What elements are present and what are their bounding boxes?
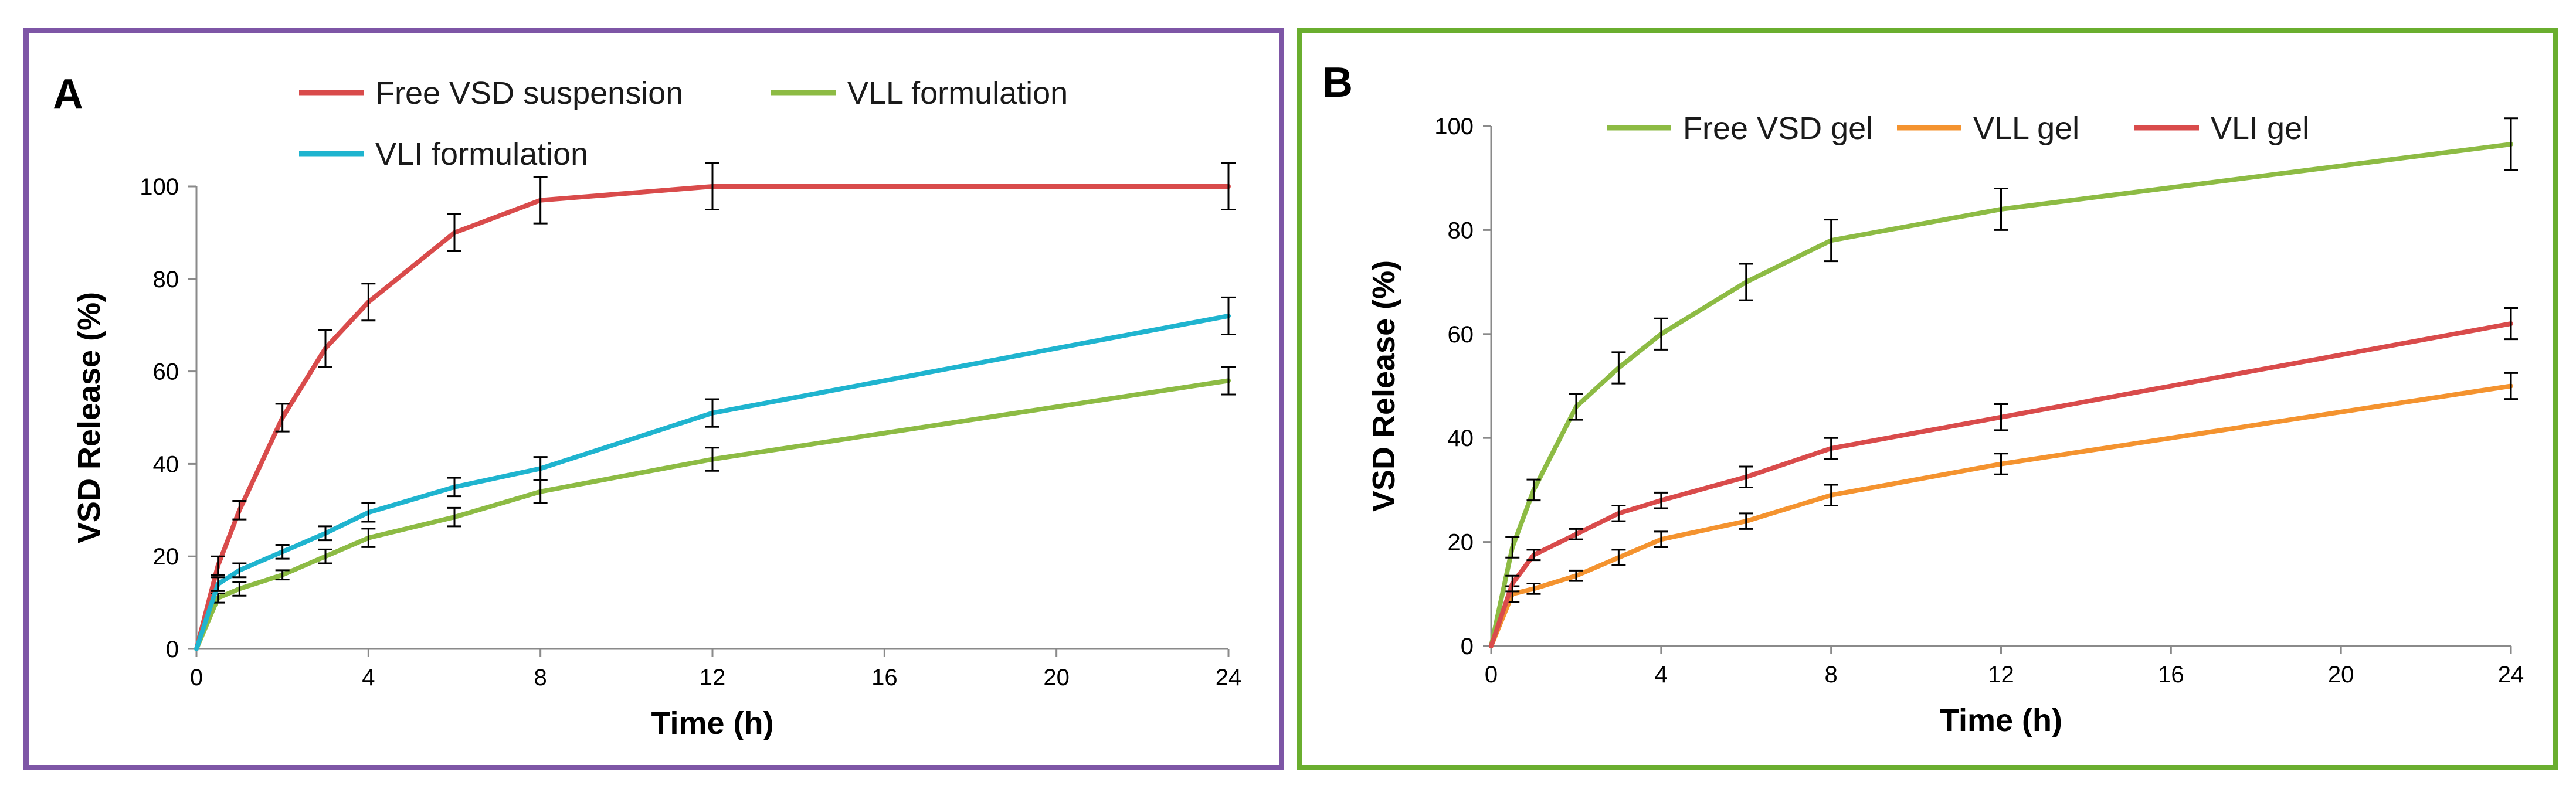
x-tick-label: 12	[700, 665, 726, 691]
series-line-2	[194, 313, 1231, 651]
x-tick-label: 20	[2328, 662, 2354, 688]
x-tick-label: 20	[1043, 665, 1070, 691]
x-axis-title: Time (h)	[1940, 703, 2062, 738]
y-tick-label: 100	[140, 174, 179, 200]
y-tick-label: 0	[1461, 634, 1474, 659]
x-tick-label: 0	[1485, 662, 1498, 688]
series-line-0	[194, 184, 1231, 651]
x-tick-label: 24	[2498, 662, 2524, 688]
series-line-1	[194, 378, 1231, 651]
x-tick-label: 16	[2158, 662, 2184, 688]
x-tick-label: 8	[1825, 662, 1838, 688]
y-tick-label: 20	[1448, 530, 1474, 556]
panel-label: A	[53, 71, 83, 118]
x-tick-label: 16	[871, 665, 898, 691]
y-tick-label: 60	[1448, 322, 1474, 348]
panel-b-frame	[1297, 28, 2558, 770]
legend-label-2: VLI formulation	[375, 137, 588, 172]
y-tick-label: 80	[153, 267, 179, 293]
legend-label-1: VLL formulation	[847, 76, 1068, 111]
series-line-0	[1489, 142, 2513, 648]
panel-label: B	[1322, 59, 1353, 106]
series-line-2	[1489, 321, 2513, 648]
chart-panel-b: B 0 20 40 60 80 100 0 4 8 12 16 20 24 Time (h) VSD Rele…	[1322, 59, 2524, 738]
x-tick-label: 8	[534, 665, 547, 691]
x-axis-title: Time (h)	[651, 706, 773, 741]
panel-a-frame	[23, 28, 1284, 770]
y-tick-label: 40	[1448, 426, 1474, 451]
y-tick-label: 40	[153, 451, 179, 477]
y-tick-label: 0	[166, 637, 179, 662]
y-tick-label: 100	[1434, 114, 1474, 140]
legend-label-0: Free VSD suspension	[375, 76, 683, 111]
legend-label-1: VLL gel	[1973, 111, 2079, 146]
legend-label-2: VLI gel	[2211, 111, 2309, 146]
x-tick-label: 0	[190, 665, 203, 691]
y-axis-title: VSD Release (%)	[1366, 260, 1401, 512]
series-line-1	[1489, 383, 2513, 648]
y-axis-title: VSD Release (%)	[72, 292, 107, 543]
chart-panel-a: A 0 20 40 60 80 100 0 4 8 12 16 20 24 Time (h) VSD Rele…	[53, 71, 1241, 741]
y-tick-label: 80	[1448, 217, 1474, 243]
x-tick-label: 12	[1988, 662, 2014, 688]
legend-label-0: Free VSD gel	[1683, 111, 1873, 146]
y-tick-label: 20	[153, 544, 179, 570]
x-tick-label: 4	[1655, 662, 1668, 688]
y-tick-label: 60	[153, 359, 179, 385]
x-tick-label: 24	[1216, 665, 1242, 691]
x-tick-label: 4	[362, 665, 375, 691]
